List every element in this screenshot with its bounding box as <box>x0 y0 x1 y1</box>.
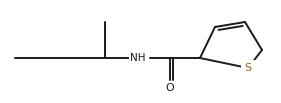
Text: S: S <box>244 63 251 73</box>
Text: O: O <box>166 83 175 93</box>
Text: NH: NH <box>130 53 146 63</box>
